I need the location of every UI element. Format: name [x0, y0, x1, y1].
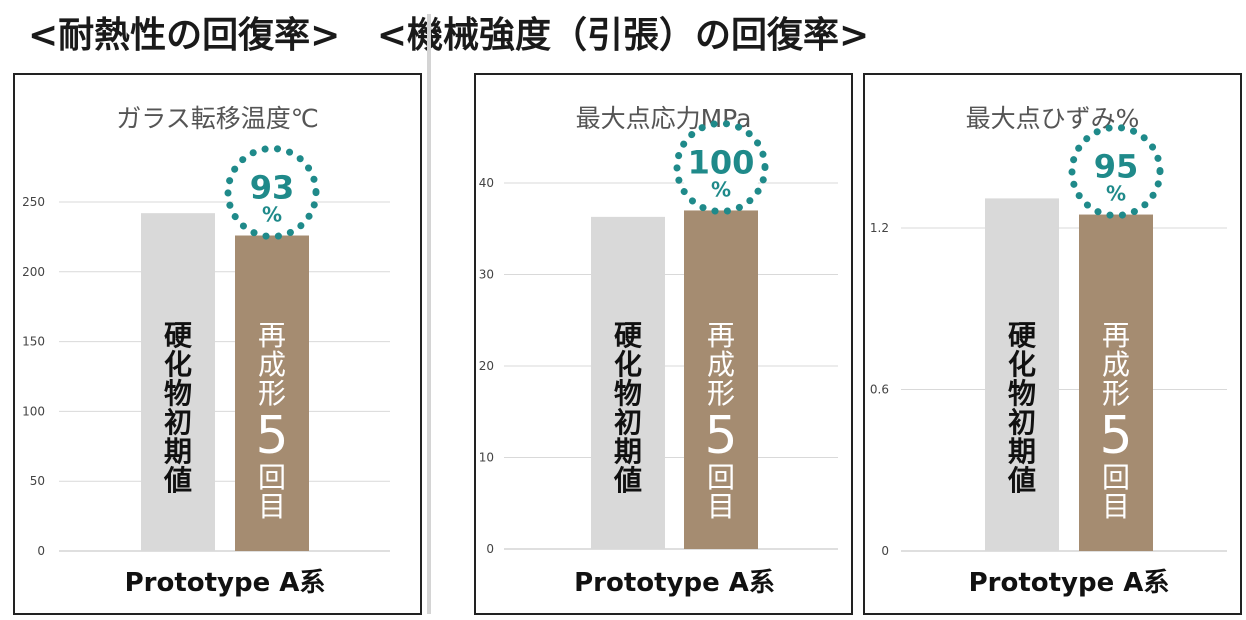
- bar-label-initial-char: 初: [1008, 406, 1036, 439]
- bar-label-times-char: 回: [707, 461, 735, 494]
- bar-label-remolded-char: 成: [258, 348, 286, 381]
- bar-label-initial-char: 値: [163, 464, 192, 497]
- bar-remolded-5-times: [684, 210, 758, 549]
- bar-label-remolded-char: 再: [1102, 319, 1130, 352]
- x-axis-label: Prototype A系: [125, 568, 326, 598]
- y-tick-label: 0: [37, 544, 45, 558]
- bar-label-times-char: 目: [1102, 490, 1130, 523]
- y-tick-label: 30: [479, 268, 494, 282]
- bar-initial-value: [591, 216, 665, 550]
- bar-label-initial-char: 硬: [1008, 319, 1037, 352]
- bar-label-times-char: 回: [258, 461, 286, 494]
- bar-label-remolded-char: 成: [1102, 348, 1130, 381]
- y-tick-label: 150: [22, 335, 45, 349]
- recovery-rate-value: 93: [250, 169, 295, 207]
- recovery-ring-fill: [1076, 131, 1156, 212]
- section-divider: [427, 14, 431, 614]
- y-tick-label: 0: [486, 542, 494, 556]
- y-tick-label: 100: [22, 404, 45, 418]
- bar-label-remold-count: 5: [704, 406, 737, 466]
- bar-label-initial-char: 硬: [614, 319, 643, 352]
- recovery-ring-fill: [232, 152, 312, 233]
- recovery-ring: [224, 145, 320, 241]
- bar-label-initial-char: 初: [164, 406, 192, 439]
- mechanical-strength-heading: <機械強度（引張）の回復率>: [0, 14, 1246, 57]
- y-tick-label: 10: [479, 451, 494, 465]
- chart-title: 最大点ひずみ%: [966, 104, 1140, 133]
- recovery-rate-unit: %: [711, 177, 731, 201]
- bar-label-remolded-char: 再: [258, 319, 286, 352]
- bar-label-initial-char: 物: [164, 377, 192, 410]
- bar-label-initial-char: 期: [164, 435, 192, 468]
- bar-label-remolded-char: 形: [258, 377, 286, 410]
- bar-label-remold-count: 5: [255, 406, 288, 466]
- bar-initial-value: [141, 213, 215, 551]
- y-tick-label: 40: [479, 176, 494, 190]
- recovery-rate-unit: %: [262, 203, 282, 227]
- y-tick-label: 1.2: [870, 221, 889, 235]
- chart-panel-max-strain: 最大点ひずみ% 0 0.6 1.2 硬化物初期値 再成形 5 回目 95% Prototype A…: [863, 73, 1242, 615]
- bar-label-initial-char: 期: [1008, 435, 1036, 468]
- bar-label-initial-char: 化: [614, 348, 642, 381]
- y-tick-label: 20: [479, 359, 494, 373]
- y-tick-label: 0.6: [870, 383, 889, 397]
- bar-remolded-5-times: [235, 235, 309, 551]
- bar-label-initial-char: 化: [164, 348, 192, 381]
- y-tick-label: 250: [22, 195, 45, 209]
- chart-panel-glass-transition: ガラス転移温度℃ 0 50 100 150 200 250 硬化物初期値 再成形 5 回目 93% Pr…: [13, 73, 422, 615]
- x-axis-label: Prototype A系: [969, 568, 1170, 598]
- bar-label-remolded-char: 形: [707, 377, 735, 410]
- y-tick-label: 200: [22, 265, 45, 279]
- bar-label-times-char: 回: [1102, 461, 1130, 494]
- bar-label-times-char: 目: [258, 490, 286, 523]
- recovery-rate-value: 100: [688, 143, 755, 181]
- recovery-ring: [673, 119, 769, 215]
- recovery-rate-unit: %: [1106, 182, 1126, 206]
- bar-label-initial-char: 物: [614, 377, 642, 410]
- bar-label-initial-char: 化: [1008, 348, 1036, 381]
- bar-label-remold-count: 5: [1099, 406, 1132, 466]
- recovery-ring: [1068, 124, 1164, 220]
- bar-label-remolded-char: 再: [707, 319, 735, 352]
- bar-label-remolded-char: 成: [707, 348, 735, 381]
- bar-label-initial-char: 値: [1007, 464, 1036, 497]
- bar-label-initial-char: 初: [614, 406, 642, 439]
- recovery-ring-fill: [681, 127, 761, 208]
- bar-label-initial-char: 硬: [164, 319, 193, 352]
- bar-label-initial-char: 値: [613, 464, 642, 497]
- mechanical-strength-heading-text: <機械強度（引張）の回復率>: [376, 15, 870, 56]
- bar-label-times-char: 目: [707, 490, 735, 523]
- y-tick-label: 50: [30, 474, 45, 488]
- bar-initial-value: [985, 198, 1059, 551]
- bar-label-initial-char: 期: [614, 435, 642, 468]
- chart-svg-max-stress: 最大点応力MPa010203040硬化物初期値再成形5回目100%Prototy…: [479, 104, 838, 598]
- bar-label-remolded-char: 形: [1102, 377, 1130, 410]
- bar-label-initial-char: 物: [1008, 377, 1036, 410]
- chart-title: ガラス転移温度℃: [116, 104, 319, 133]
- y-tick-label: 0: [881, 544, 889, 558]
- heat-resistance-heading: <耐熱性の回復率>: [28, 15, 341, 56]
- recovery-rate-value: 95: [1094, 148, 1139, 186]
- bar-remolded-5-times: [1079, 214, 1153, 551]
- x-axis-label: Prototype A系: [574, 568, 775, 598]
- chart-panel-max-stress: 最大点応力MPa 0 10 20 30 40 硬化物初期値再成形 5 回目 100% Prototy…: [474, 73, 853, 615]
